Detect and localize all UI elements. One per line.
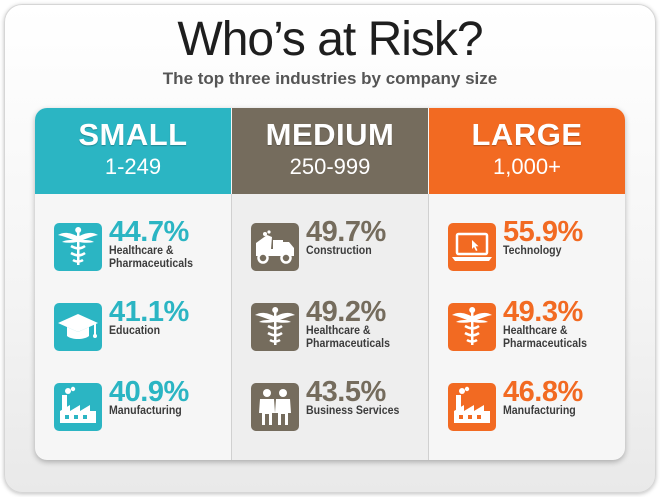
industry-item: 49.2% Healthcare & Pharmaceuticals — [247, 297, 427, 367]
column-divider — [231, 194, 232, 460]
industry-label: Education — [109, 323, 161, 337]
people-icon — [251, 383, 299, 431]
risk-percentage: 49.2% — [306, 296, 386, 328]
column-small: SMALL 1-249 44.7% Healthcare & Pharmaceu… — [35, 108, 231, 460]
size-range: 250-999 — [289, 154, 371, 179]
risk-percentage: 41.1% — [109, 296, 189, 328]
industry-label: Manufacturing — [109, 403, 182, 417]
size-range: 1,000+ — [493, 154, 561, 179]
factory-icon — [54, 383, 102, 431]
caduceus-icon — [251, 303, 299, 351]
industry-item: 41.1% Education — [50, 297, 230, 367]
industry-item: 43.5% Business Services — [247, 377, 427, 447]
industry-label: Technology — [503, 243, 562, 257]
industry-item: 46.8% Manufacturing — [444, 377, 624, 447]
risk-percentage: 46.8% — [503, 376, 583, 408]
graduation-cap-icon — [54, 303, 102, 351]
industry-label: Business Services — [306, 403, 400, 417]
size-label: LARGE — [471, 117, 583, 152]
size-label: SMALL — [78, 117, 188, 152]
column-large: LARGE 1,000+ 55.9% Technology 49.3% Heal… — [429, 108, 625, 460]
industry-item: 49.7% Construction — [247, 217, 427, 287]
industry-item: 55.9% Technology — [444, 217, 624, 287]
industry-label: Healthcare & Pharmaceuticals — [503, 323, 587, 350]
risk-percentage: 43.5% — [306, 376, 386, 408]
page-subtitle: The top three industries by company size — [162, 69, 498, 88]
risk-percentage: 49.3% — [503, 296, 583, 328]
industry-item: 49.3% Healthcare & Pharmaceuticals — [444, 297, 624, 367]
size-label: MEDIUM — [265, 117, 395, 152]
laptop-icon — [448, 223, 496, 271]
factory-icon — [448, 383, 496, 431]
risk-percentage: 55.9% — [503, 216, 583, 248]
industry-label: Healthcare & Pharmaceuticals — [109, 243, 193, 270]
risk-percentage: 49.7% — [306, 216, 386, 248]
column-header-medium: MEDIUM 250-999 — [232, 108, 428, 194]
size-range: 1-249 — [104, 154, 162, 179]
industry-item: 40.9% Manufacturing — [50, 377, 230, 447]
column-divider — [428, 194, 429, 460]
column-header-large: LARGE 1,000+ — [429, 108, 625, 194]
industry-label: Construction — [306, 243, 372, 257]
column-medium: MEDIUM 250-999 49.7% Construction 49.2% … — [232, 108, 428, 460]
industry-label: Manufacturing — [503, 403, 576, 417]
column-header-small: SMALL 1-249 — [35, 108, 231, 194]
caduceus-icon — [54, 223, 102, 271]
page-title: Who’s at Risk? — [177, 13, 483, 66]
industry-table: SMALL 1-249 44.7% Healthcare & Pharmaceu… — [35, 108, 625, 460]
industry-label: Healthcare & Pharmaceuticals — [306, 323, 390, 350]
caduceus-icon — [448, 303, 496, 351]
risk-percentage: 40.9% — [109, 376, 189, 408]
dump-truck-icon — [251, 223, 299, 271]
industry-item: 44.7% Healthcare & Pharmaceuticals — [50, 217, 230, 287]
risk-percentage: 44.7% — [109, 216, 189, 248]
